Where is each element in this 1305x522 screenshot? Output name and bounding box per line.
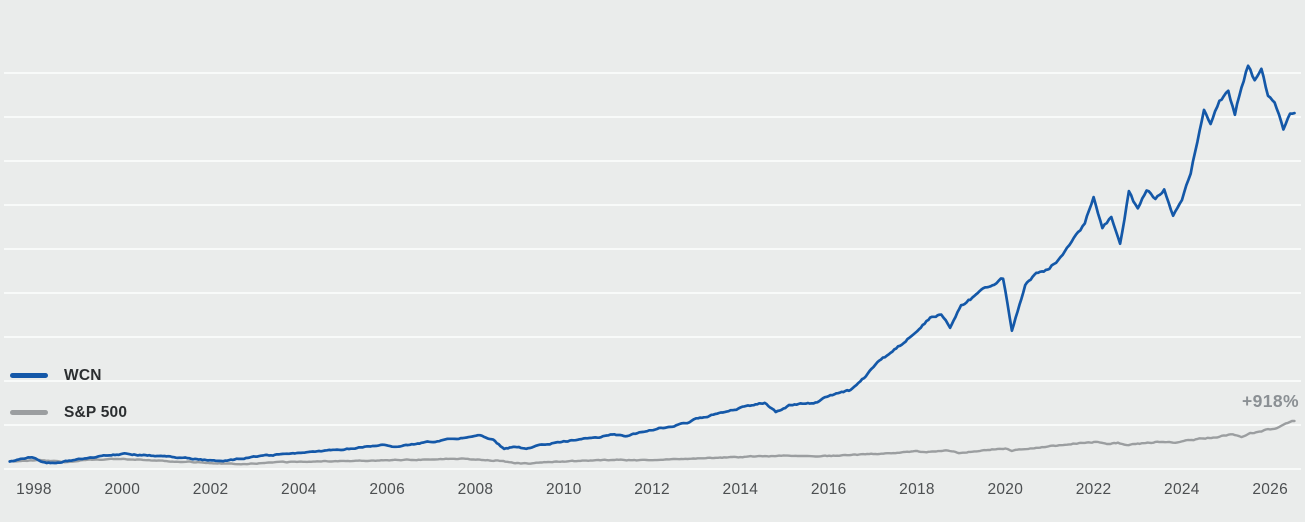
x-tick-label: 2012: [634, 481, 670, 498]
legend-item-sp500[interactable]: S&P 500: [10, 400, 127, 425]
sp500-line-swatch-icon: [10, 410, 48, 415]
x-tick-label: 2002: [192, 481, 229, 498]
x-tick-label: 2018: [899, 481, 935, 498]
x-tick-label: 2010: [545, 481, 582, 498]
x-tick-label: 2020: [987, 481, 1024, 498]
x-tick-label: 1998: [16, 481, 52, 498]
legend-item-wcn[interactable]: WCN: [10, 363, 127, 388]
chart-legend: WCN S&P 500: [10, 363, 127, 437]
wcn-line-swatch-icon: [10, 373, 48, 378]
legend-label-wcn: WCN: [64, 366, 102, 384]
sp500-gain-badge: +918%: [1242, 391, 1299, 411]
x-tick-label: 2024: [1164, 481, 1200, 498]
x-tick-label: 2014: [722, 481, 759, 498]
x-tick-label: 2022: [1075, 481, 1112, 498]
x-tick-label: 2004: [281, 481, 317, 498]
x-tick-label: 2008: [457, 481, 494, 498]
x-axis: 1998 2000 2002 2004 2006 2008 2010 2012 2014 2016…: [0, 481, 1305, 505]
gridlines: [4, 72, 1301, 470]
wcn-line: [8, 64, 1296, 465]
x-tick-label: 2000: [104, 481, 141, 498]
x-tick-label: 2016: [810, 481, 847, 498]
legend-label-sp500: S&P 500: [64, 403, 128, 421]
sp500-line: [8, 419, 1296, 466]
x-tick-label: 2006: [369, 481, 406, 498]
x-tick-label: 2026: [1252, 481, 1289, 498]
